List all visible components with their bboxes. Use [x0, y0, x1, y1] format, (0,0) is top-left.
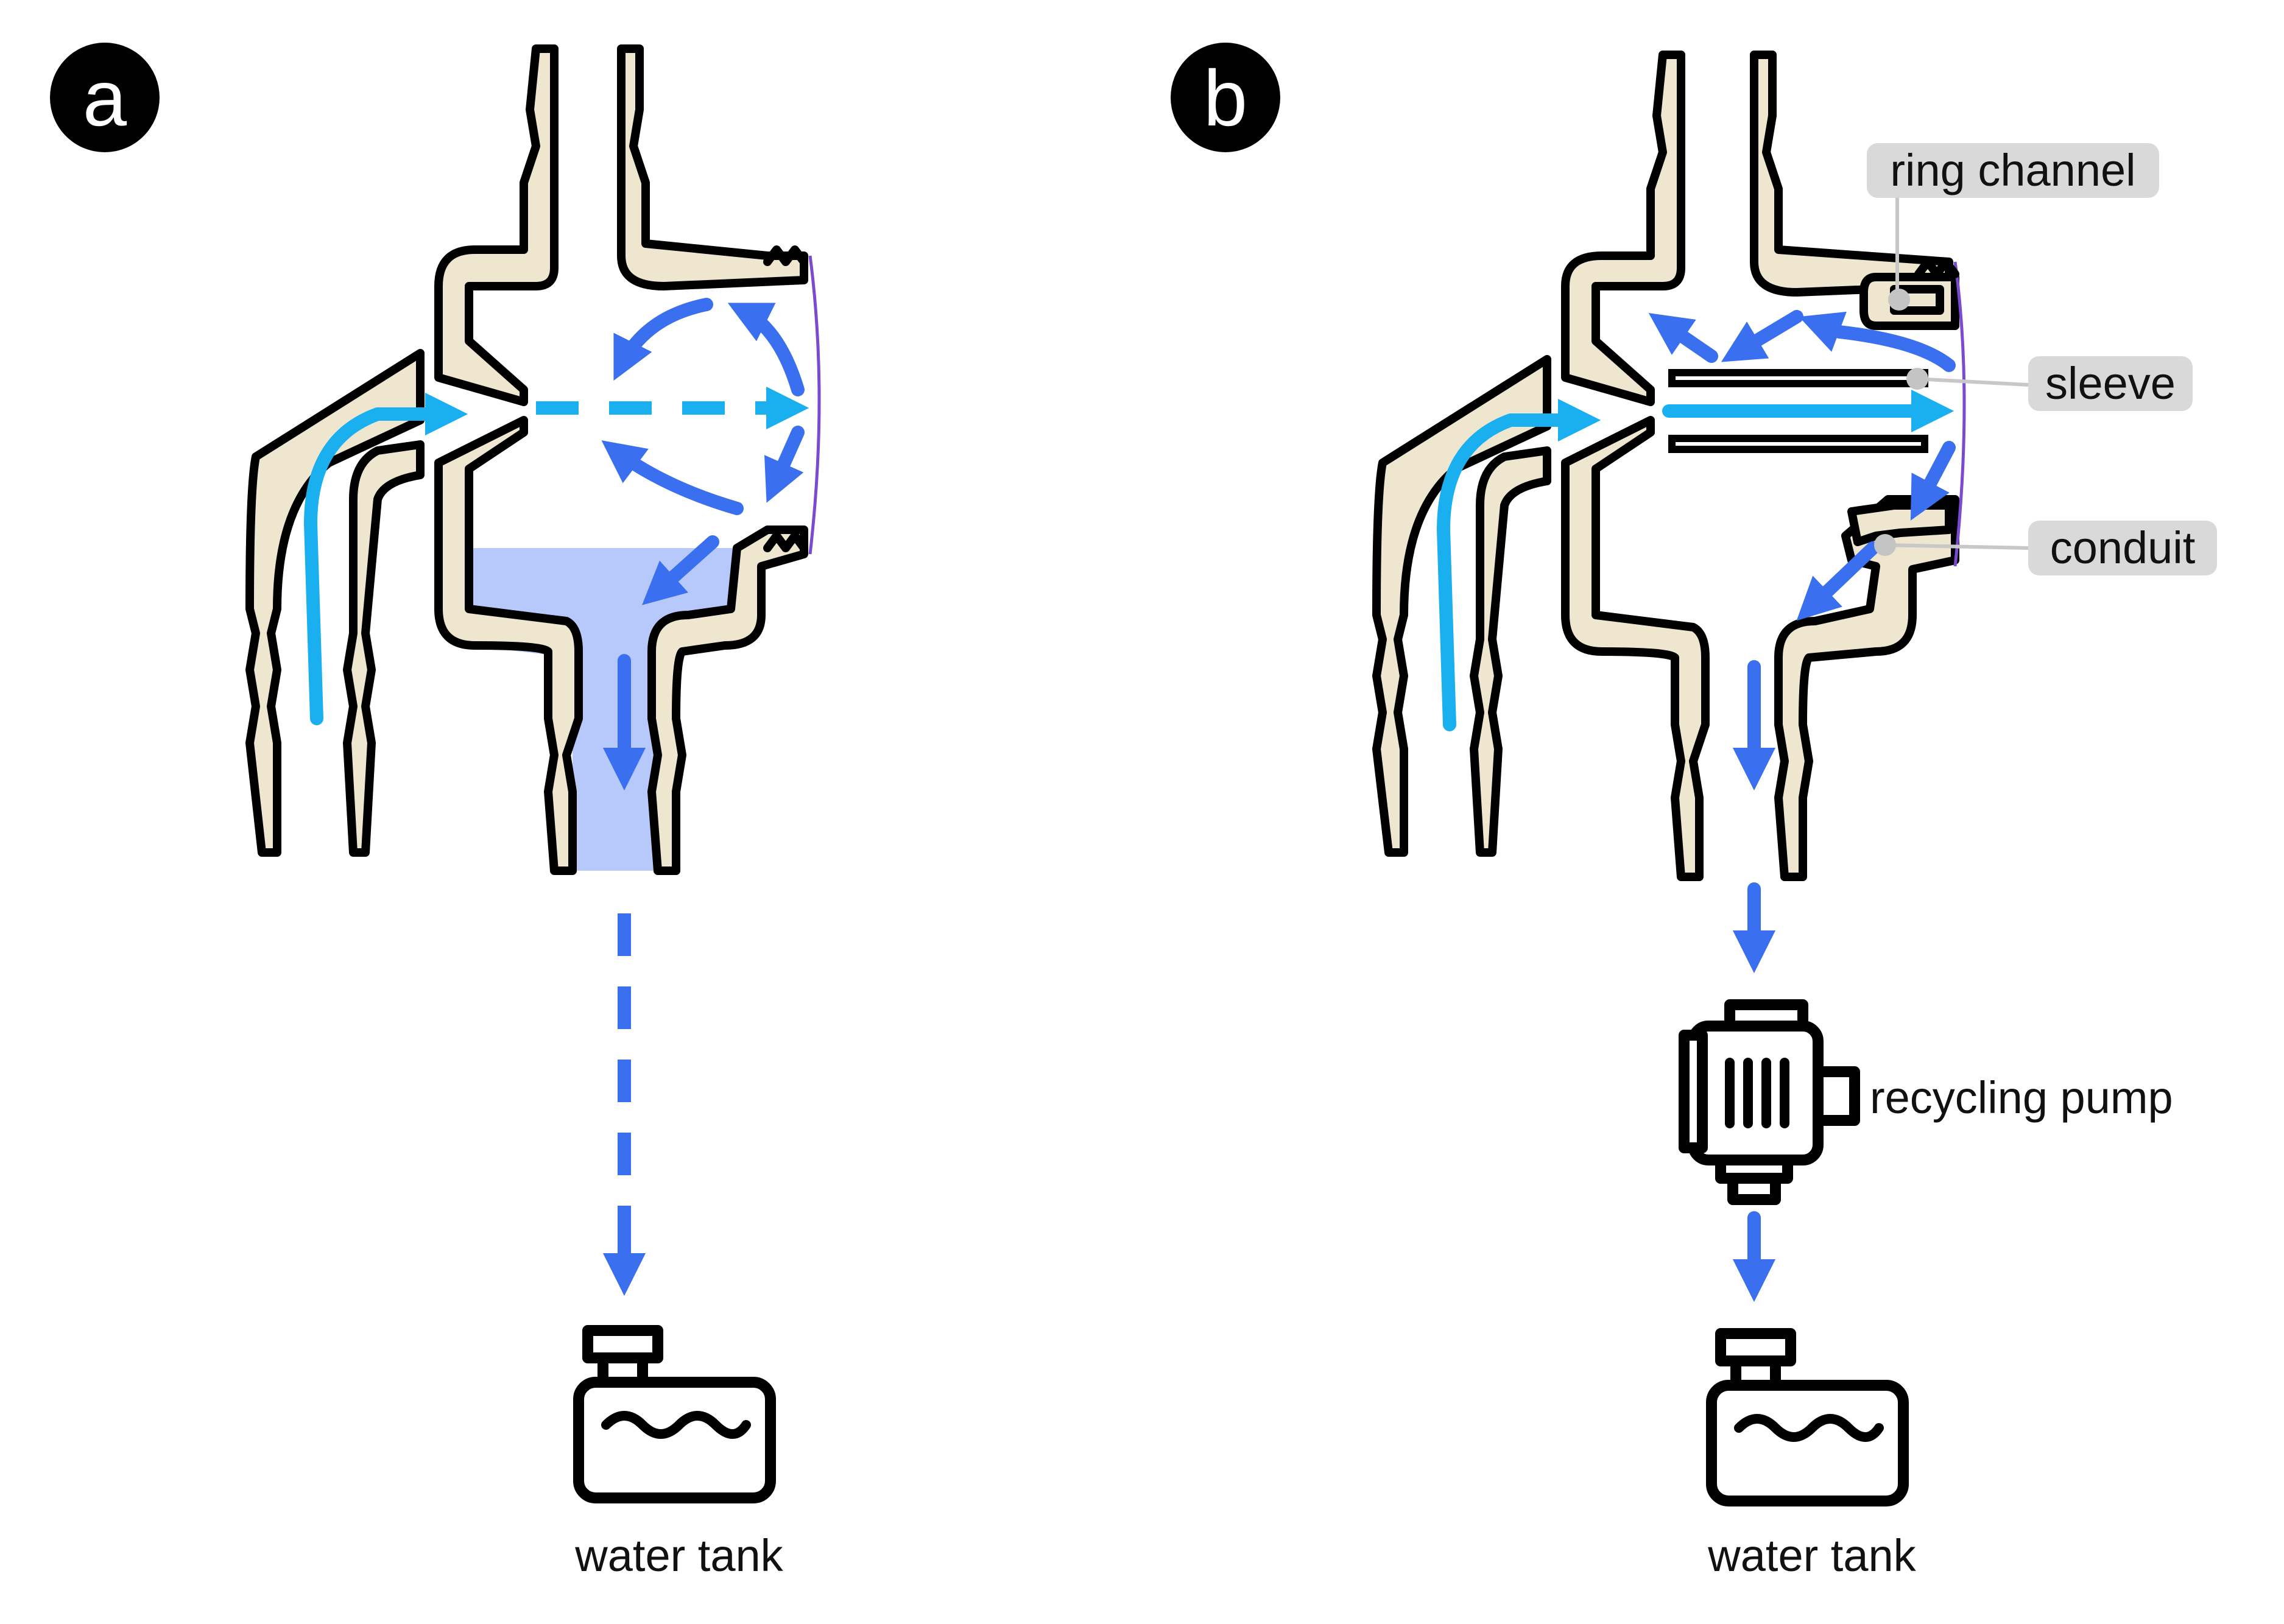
panel-b-return-arrow	[1799, 311, 1956, 372]
panel-b-badge: b	[1171, 43, 1280, 152]
panel-b: b	[1171, 43, 2217, 1581]
panel-a-swirl-arrow-4	[601, 440, 744, 515]
panel-b-inlet-pipe	[1372, 355, 1551, 857]
panel-b-swirl-arrow-2	[1648, 313, 1718, 363]
callout-conduit: conduit	[1874, 521, 2217, 575]
panel-b-down-arrow	[1910, 441, 1956, 521]
panel-b-sleeve-bottom	[1668, 435, 1928, 453]
panel-a-thread-bottom	[763, 532, 808, 552]
panel-a-inlet-pipe	[245, 349, 425, 857]
panel-a-thread-top	[763, 245, 808, 266]
panel-b-pump-label: recycling pump	[1870, 1072, 2173, 1123]
panel-a-body-lower-right	[647, 526, 808, 875]
water-tank-icon	[1706, 1328, 1909, 1506]
panel-a-swirl-arrow-2	[727, 303, 805, 396]
callout-ring-channel-label: ring channel	[1890, 145, 2135, 195]
panel-b-swirl-arrow-1	[1721, 310, 1803, 362]
callout-conduit-label: conduit	[2050, 522, 2196, 573]
panel-a-water-pool	[469, 548, 737, 871]
panel-a-inflow-arrow	[304, 392, 468, 725]
panel-a-body-upper	[434, 44, 559, 406]
panel-a-inlet-pipe-inner	[343, 440, 425, 857]
panel-a-body-lower-left	[434, 416, 583, 875]
panel-b-body-upper	[1561, 51, 1685, 406]
panel-b-inlet-pipe-inner	[1470, 446, 1551, 857]
panel-a-membrane	[808, 255, 821, 555]
panel-a-badge: a	[50, 43, 160, 152]
panel-b-inflow-arrow	[1437, 398, 1601, 731]
panel-b-membrane	[1953, 261, 1966, 567]
panel-b-thread-top	[1914, 258, 1959, 278]
panel-a-swirl-arrow-3	[764, 426, 805, 503]
recycling-pump-icon	[1679, 999, 1860, 1205]
water-tank-icon	[573, 1325, 776, 1503]
panel-b-body-lower-left	[1561, 416, 1710, 881]
panel-a: a water tank	[50, 43, 821, 1581]
panel-b-body-lower-right	[1774, 495, 1959, 881]
panel-a-badge-label: a	[83, 54, 127, 142]
callout-sleeve-label: sleeve	[2045, 358, 2176, 409]
callout-sleeve: sleeve	[1906, 356, 2193, 411]
callout-ring-channel: ring channel	[1867, 143, 2159, 311]
panel-b-badge-label: b	[1204, 54, 1247, 142]
panel-b-drain-arrow	[1796, 541, 1880, 621]
panel-b-sleeve-top	[1668, 369, 1928, 387]
panel-a-drain-arrow	[642, 535, 719, 605]
panel-a-swirl-arrow-1	[613, 298, 713, 381]
panel-b-tank-label: water tank	[1707, 1530, 1916, 1581]
panel-a-tank-label: water tank	[574, 1530, 783, 1581]
